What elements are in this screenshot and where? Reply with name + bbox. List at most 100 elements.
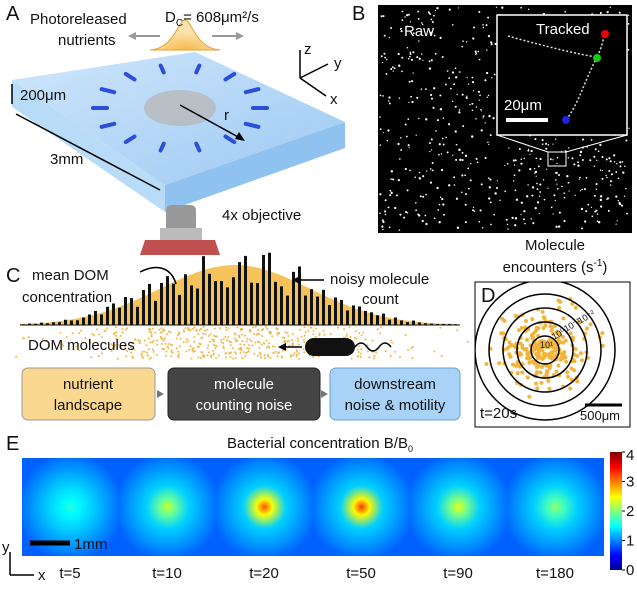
- molecules-label: DOM molecules: [28, 337, 135, 354]
- molecule: [72, 332, 74, 334]
- dot: [531, 195, 533, 197]
- molecule: [246, 347, 248, 349]
- dot: [529, 154, 530, 155]
- dot: [487, 141, 489, 143]
- molecule: [256, 334, 258, 336]
- dot: [407, 189, 409, 191]
- count-bar: [112, 303, 115, 325]
- encounter: [600, 331, 604, 335]
- molecule: [60, 332, 62, 334]
- dot: [528, 149, 529, 150]
- dot: [418, 18, 420, 20]
- molecule: [315, 336, 317, 338]
- axis-label: z: [304, 41, 312, 58]
- molecule: [303, 341, 305, 343]
- dot: [407, 118, 409, 120]
- molecule: [358, 345, 360, 347]
- molecule: [253, 333, 255, 335]
- encounter: [520, 343, 524, 347]
- dot: [464, 174, 466, 176]
- count-bar: [250, 283, 253, 325]
- molecule: [228, 327, 230, 329]
- dot: [490, 134, 492, 136]
- molecule: [288, 340, 290, 342]
- dot: [515, 159, 517, 161]
- molecule: [222, 346, 224, 348]
- heatmap: [216, 458, 313, 556]
- encounter: [579, 351, 583, 355]
- count-bar: [214, 281, 217, 325]
- molecule: [240, 348, 242, 350]
- dot: [393, 71, 394, 72]
- count-bar: [76, 320, 79, 325]
- annotation: noisy molecule: [330, 271, 429, 288]
- molecule: [146, 352, 148, 354]
- dot: [422, 220, 424, 222]
- molecule: [98, 333, 100, 335]
- box-text: nutrient: [63, 376, 114, 393]
- dot: [584, 220, 586, 222]
- molecule: [229, 356, 231, 358]
- nutrients-text: nutrients: [58, 32, 116, 49]
- nutrient-spot: [144, 90, 216, 126]
- dot: [579, 179, 580, 180]
- dot: [595, 148, 597, 150]
- molecule: [258, 347, 260, 349]
- dot: [529, 168, 531, 170]
- molecule: [239, 343, 241, 345]
- molecule: [467, 341, 469, 343]
- dot: [382, 62, 383, 63]
- molecule: [90, 356, 92, 358]
- dot: [628, 23, 630, 25]
- dot: [485, 157, 487, 159]
- dot: [480, 209, 482, 211]
- count-bar: [310, 289, 313, 325]
- dot: [538, 165, 540, 167]
- dot: [499, 200, 500, 201]
- time-label: t=180: [536, 565, 574, 582]
- encounter: [572, 368, 576, 372]
- molecule: [284, 340, 286, 342]
- track-mid: [593, 54, 601, 62]
- dot: [399, 229, 400, 230]
- encounter: [550, 325, 554, 329]
- molecule: [197, 333, 199, 335]
- dot: [430, 94, 432, 96]
- molecule: [209, 340, 211, 342]
- encounter: [550, 357, 554, 361]
- molecule: [167, 346, 169, 348]
- dot: [475, 118, 476, 119]
- molecule: [232, 347, 234, 349]
- encounter: [559, 358, 563, 362]
- dot: [622, 161, 624, 163]
- dot: [515, 190, 517, 192]
- colorbar-axis: 01234: [622, 447, 634, 579]
- dot: [514, 174, 516, 176]
- dot: [433, 15, 435, 17]
- time-label: t=20s: [480, 405, 517, 422]
- dot: [515, 217, 517, 219]
- count-bar: [94, 311, 97, 325]
- molecule: [115, 326, 117, 328]
- dot: [513, 159, 515, 161]
- dot: [496, 187, 498, 189]
- dot: [425, 118, 427, 120]
- molecule: [163, 329, 165, 331]
- molecule: [407, 349, 409, 351]
- molecule: [257, 329, 259, 331]
- count-bar: [160, 283, 163, 325]
- flow-arrow: [157, 390, 164, 398]
- figure: A Photoreleased nutrients DC= 608μm²/s r…: [0, 0, 637, 584]
- molecule: [286, 332, 288, 334]
- dot: [468, 83, 469, 84]
- dot: [536, 183, 538, 185]
- encounter: [516, 371, 520, 375]
- dot: [494, 192, 496, 194]
- molecule: [187, 327, 189, 329]
- dot: [548, 144, 550, 146]
- dot: [513, 180, 514, 181]
- dot: [471, 103, 473, 105]
- count-bar: [196, 288, 199, 325]
- molecule: [441, 355, 443, 357]
- molecule: [262, 328, 264, 330]
